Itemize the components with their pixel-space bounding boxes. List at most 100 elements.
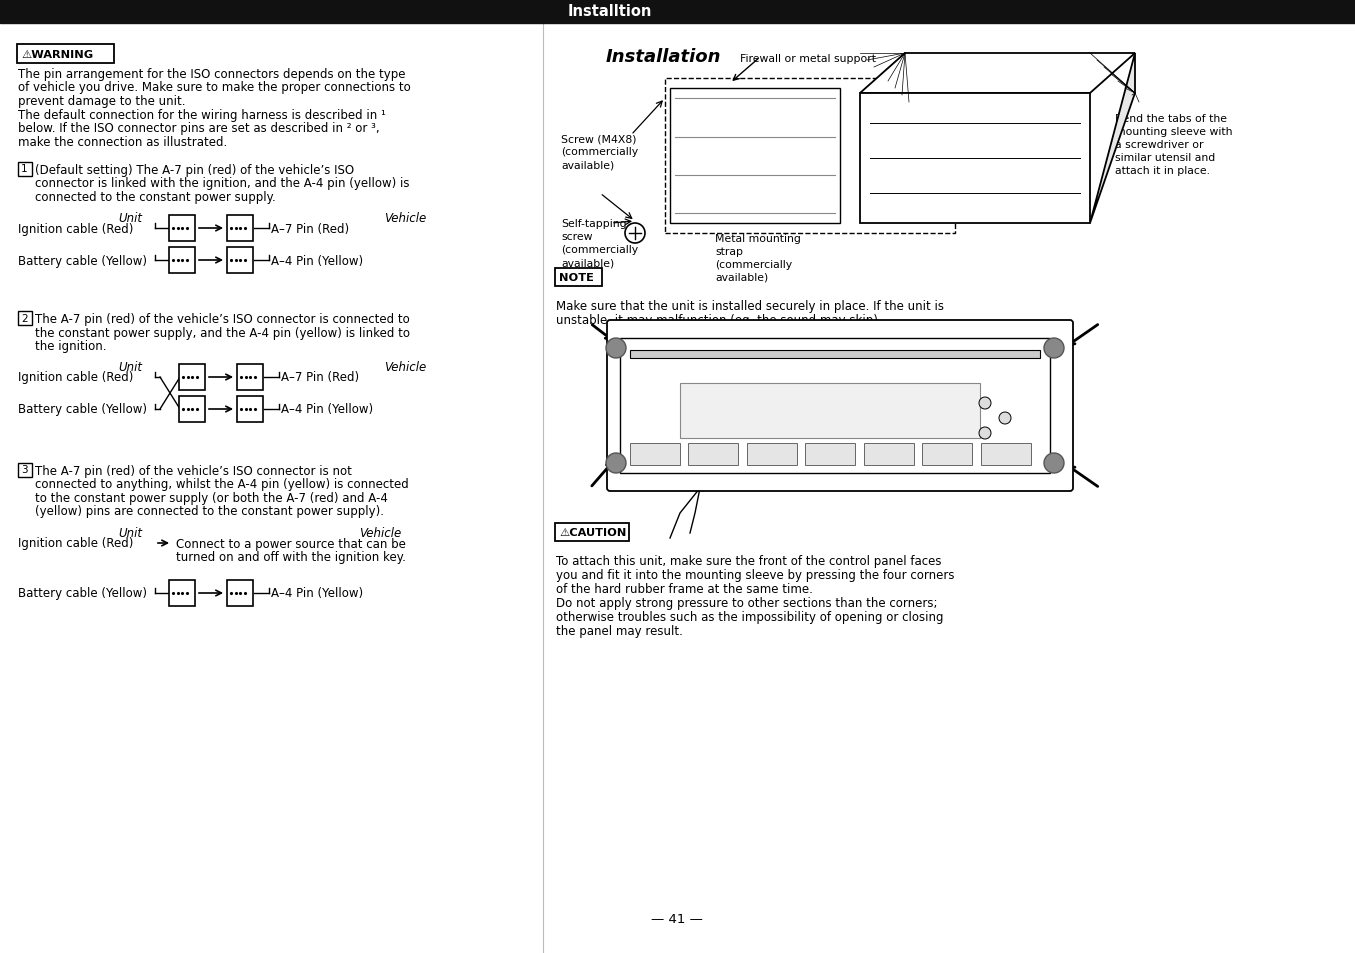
Text: of the hard rubber frame at the same time.: of the hard rubber frame at the same tim… — [556, 582, 813, 596]
Text: Battery cable (Yellow): Battery cable (Yellow) — [18, 403, 146, 416]
FancyBboxPatch shape — [18, 312, 31, 325]
Polygon shape — [1089, 54, 1135, 224]
Circle shape — [980, 428, 991, 439]
Circle shape — [1043, 454, 1064, 474]
FancyBboxPatch shape — [228, 248, 253, 274]
FancyBboxPatch shape — [169, 248, 195, 274]
Text: Bend the tabs of the: Bend the tabs of the — [1115, 113, 1228, 124]
Text: Installation: Installation — [606, 48, 721, 66]
Text: 2: 2 — [22, 314, 28, 323]
Circle shape — [606, 338, 626, 358]
Bar — [0, 0, 1355, 24]
Text: Ignition cable (Red): Ignition cable (Red) — [18, 371, 133, 384]
Text: To attach this unit, make sure the front of the control panel faces: To attach this unit, make sure the front… — [556, 555, 942, 567]
Text: the panel may result.: the panel may result. — [556, 624, 683, 638]
Text: Ignition cable (Red): Ignition cable (Red) — [18, 222, 133, 235]
Text: Battery cable (Yellow): Battery cable (Yellow) — [18, 587, 146, 599]
FancyBboxPatch shape — [179, 365, 205, 391]
Text: A–4 Pin (Yellow): A–4 Pin (Yellow) — [280, 403, 373, 416]
Text: Installtion: Installtion — [568, 5, 652, 19]
Bar — [665, 79, 955, 233]
Text: (yellow) pins are connected to the constant power supply).: (yellow) pins are connected to the const… — [35, 505, 383, 518]
Text: connector is linked with the ignition, and the A-4 pin (yellow) is: connector is linked with the ignition, a… — [35, 177, 409, 191]
Text: Unit: Unit — [118, 360, 142, 374]
Text: below. If the ISO connector pins are set as described in ² or ³,: below. If the ISO connector pins are set… — [18, 122, 379, 135]
Text: otherwise troubles such as the impossibility of opening or closing: otherwise troubles such as the impossibi… — [556, 610, 943, 623]
Bar — [805, 443, 855, 465]
Bar — [921, 443, 972, 465]
Text: the constant power supply, and the A-4 pin (yellow) is linked to: the constant power supply, and the A-4 p… — [35, 326, 411, 339]
Polygon shape — [860, 54, 1135, 94]
Text: attach it in place.: attach it in place. — [1115, 166, 1210, 175]
Text: ⚠WARNING: ⚠WARNING — [20, 50, 93, 59]
Text: available): available) — [715, 273, 768, 283]
Text: 1: 1 — [22, 164, 28, 174]
Circle shape — [999, 413, 1011, 424]
Text: of vehicle you drive. Make sure to make the proper connections to: of vehicle you drive. Make sure to make … — [18, 81, 411, 94]
Text: The default connection for the wiring harness is described in ¹: The default connection for the wiring ha… — [18, 109, 386, 121]
Text: connected to anything, whilst the A-4 pin (yellow) is connected: connected to anything, whilst the A-4 pi… — [35, 478, 409, 491]
Text: available): available) — [561, 160, 614, 170]
FancyBboxPatch shape — [18, 162, 31, 176]
Text: available): available) — [561, 257, 614, 268]
Bar — [669, 89, 840, 224]
FancyBboxPatch shape — [169, 215, 195, 242]
Text: (commercially: (commercially — [715, 260, 793, 270]
Text: The A-7 pin (red) of the vehicle’s ISO connector is connected to: The A-7 pin (red) of the vehicle’s ISO c… — [35, 313, 409, 326]
FancyBboxPatch shape — [228, 580, 253, 606]
FancyBboxPatch shape — [18, 45, 114, 64]
Text: Self-tapping: Self-tapping — [561, 219, 626, 229]
FancyBboxPatch shape — [607, 320, 1073, 492]
Text: Unit: Unit — [118, 212, 142, 225]
Text: Connect to a power source that can be: Connect to a power source that can be — [176, 537, 406, 551]
Text: similar utensil and: similar utensil and — [1115, 152, 1215, 163]
Text: A–4 Pin (Yellow): A–4 Pin (Yellow) — [271, 254, 363, 267]
Text: — 41 —: — 41 — — [650, 912, 703, 925]
Text: The A-7 pin (red) of the vehicle’s ISO connector is not: The A-7 pin (red) of the vehicle’s ISO c… — [35, 464, 352, 477]
Text: (commercially: (commercially — [561, 245, 638, 254]
Text: Vehicle: Vehicle — [383, 360, 425, 374]
Text: Screw (M4X8): Screw (M4X8) — [561, 133, 637, 144]
FancyBboxPatch shape — [556, 269, 602, 287]
FancyBboxPatch shape — [237, 396, 263, 422]
Bar — [680, 384, 980, 438]
Bar — [747, 443, 797, 465]
Text: Make sure that the unit is installed securely in place. If the unit is: Make sure that the unit is installed sec… — [556, 299, 944, 313]
Text: Vehicle: Vehicle — [359, 526, 401, 539]
Bar — [981, 443, 1031, 465]
Bar — [688, 443, 738, 465]
Text: strap: strap — [715, 247, 743, 256]
Text: Vehicle: Vehicle — [383, 212, 425, 225]
Text: make the connection as illustrated.: make the connection as illustrated. — [18, 135, 228, 149]
Bar — [864, 443, 915, 465]
Circle shape — [1043, 338, 1064, 358]
Text: Ignition cable (Red): Ignition cable (Red) — [18, 537, 133, 550]
FancyBboxPatch shape — [556, 523, 629, 541]
Text: mounting sleeve with: mounting sleeve with — [1115, 127, 1233, 137]
Text: Firewall or metal support: Firewall or metal support — [740, 54, 875, 64]
Text: (Default setting) The A-7 pin (red) of the vehicle’s ISO: (Default setting) The A-7 pin (red) of t… — [35, 164, 354, 177]
FancyBboxPatch shape — [237, 365, 263, 391]
Text: A–7 Pin (Red): A–7 Pin (Red) — [280, 371, 359, 384]
Text: connected to the constant power supply.: connected to the constant power supply. — [35, 191, 276, 204]
Bar — [860, 94, 1089, 224]
FancyBboxPatch shape — [228, 215, 253, 242]
Text: Metal mounting: Metal mounting — [715, 233, 801, 244]
Text: turned on and off with the ignition key.: turned on and off with the ignition key. — [176, 551, 406, 564]
Text: Unit: Unit — [118, 526, 142, 539]
FancyBboxPatch shape — [169, 580, 195, 606]
Circle shape — [980, 397, 991, 410]
Text: to the constant power supply (or both the A-7 (red) and A-4: to the constant power supply (or both th… — [35, 492, 388, 504]
Text: a screwdriver or: a screwdriver or — [1115, 140, 1203, 150]
Circle shape — [625, 224, 645, 244]
Text: 3: 3 — [22, 465, 28, 475]
Text: prevent damage to the unit.: prevent damage to the unit. — [18, 95, 186, 108]
Text: you and fit it into the mounting sleeve by pressing the four corners: you and fit it into the mounting sleeve … — [556, 568, 954, 581]
Text: The pin arrangement for the ISO connectors depends on the type: The pin arrangement for the ISO connecto… — [18, 68, 405, 81]
Text: NOTE: NOTE — [560, 273, 593, 283]
Text: Do not apply strong pressure to other sections than the corners;: Do not apply strong pressure to other se… — [556, 597, 938, 609]
Text: (commercially: (commercially — [561, 147, 638, 157]
Bar — [630, 443, 680, 465]
Text: Battery cable (Yellow): Battery cable (Yellow) — [18, 254, 146, 267]
FancyBboxPatch shape — [18, 463, 31, 477]
